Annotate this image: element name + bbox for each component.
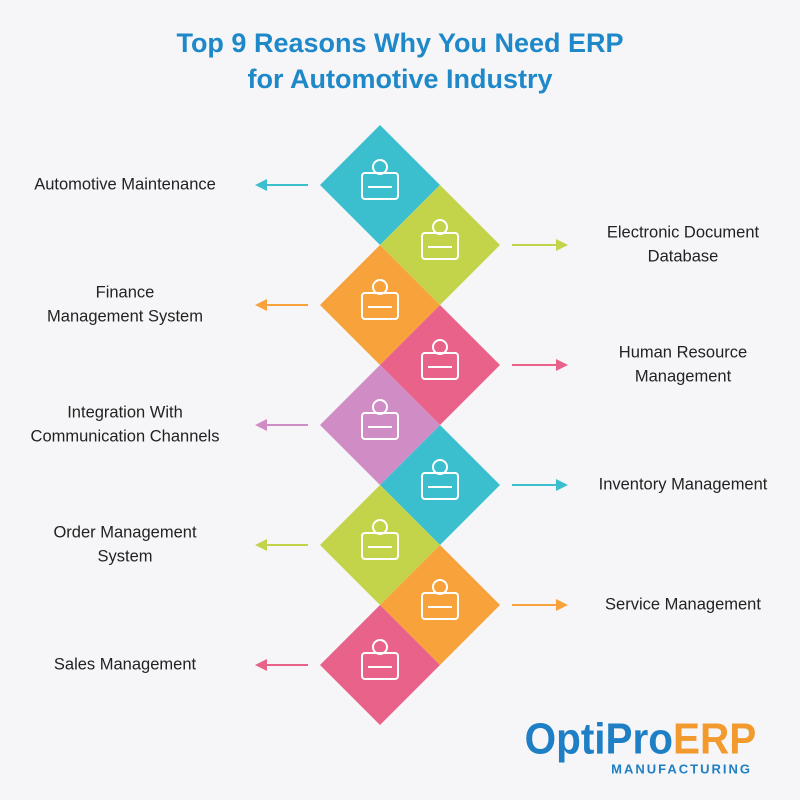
icon-shape (372, 159, 388, 175)
logo-tagline: MANUFACTURING (611, 761, 752, 776)
item-label: Sales Management (54, 655, 197, 673)
item-label: Management System (47, 307, 203, 325)
item-label: Finance (96, 283, 155, 301)
icon (421, 219, 459, 260)
item-label: Order Management (53, 523, 196, 541)
icon (361, 399, 399, 440)
icon-shape (372, 519, 388, 535)
item-label: Inventory Management (599, 475, 768, 493)
icon (361, 519, 399, 560)
item-label: Electronic Document (607, 223, 760, 241)
item-label: Management (635, 367, 732, 385)
arrow-head (255, 659, 267, 671)
icon (421, 339, 459, 380)
items: Automotive Maintenance Electronic Documen… (31, 125, 768, 725)
icon-shape (432, 459, 448, 475)
icon (421, 579, 459, 620)
icon (361, 159, 399, 200)
arrow-head (556, 479, 568, 491)
icon-shape (372, 639, 388, 655)
item-label: Database (648, 247, 719, 265)
arrow-head (556, 239, 568, 251)
icon (361, 279, 399, 320)
icon-shape (372, 279, 388, 295)
title-line: for Automotive Industry (247, 64, 552, 94)
icon-shape (372, 399, 388, 415)
icon-shape (432, 339, 448, 355)
arrow-head (556, 599, 568, 611)
icon (361, 639, 399, 680)
arrow-head (255, 419, 267, 431)
item-label: Integration With (67, 403, 183, 421)
arrow-head (255, 299, 267, 311)
logo-brand: OptiPro (525, 714, 673, 763)
item-label: System (97, 547, 152, 565)
logo-suffix: ERP (673, 714, 756, 763)
icon-shape (432, 579, 448, 595)
item-label: Communication Channels (31, 427, 220, 445)
logo: OptiProERP (525, 714, 757, 763)
title-line: Top 9 Reasons Why You Need ERP (176, 28, 623, 58)
item-label: Human Resource (619, 343, 747, 361)
icon (421, 459, 459, 500)
arrow-head (255, 179, 267, 191)
icon-shape (432, 219, 448, 235)
diamond (320, 605, 440, 725)
arrow-head (255, 539, 267, 551)
arrow-head (556, 359, 568, 371)
item-label: Service Management (605, 595, 761, 613)
item-label: Automotive Maintenance (34, 175, 216, 193)
